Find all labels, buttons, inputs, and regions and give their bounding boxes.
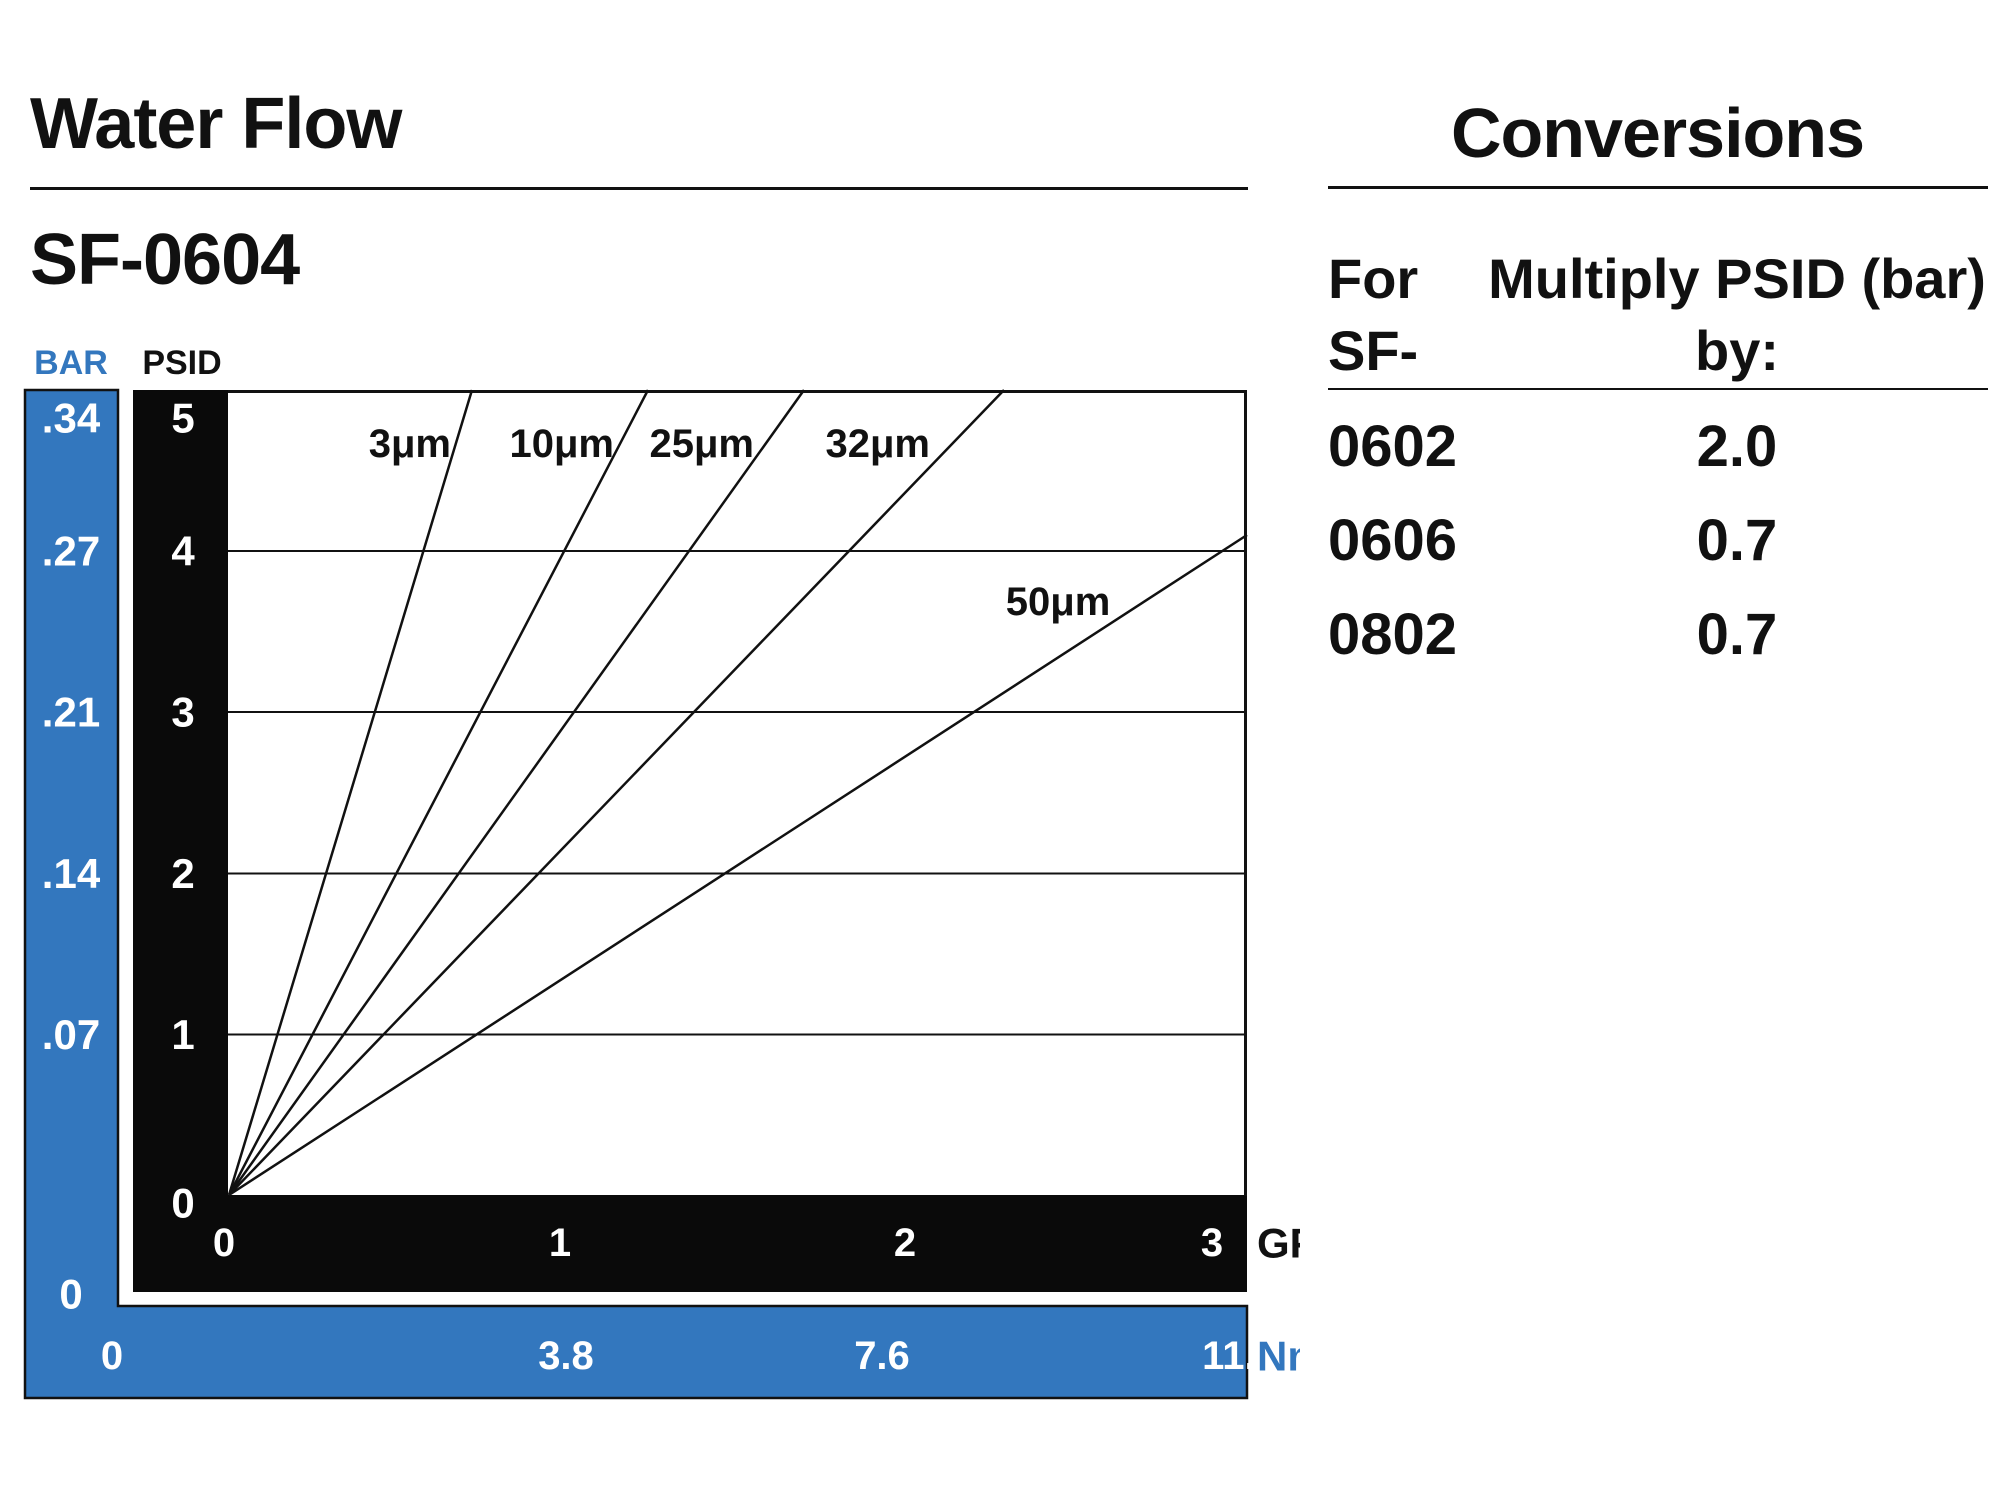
gpm-tick: 0 xyxy=(213,1221,235,1265)
curve-label-25um: 25μm xyxy=(649,422,754,466)
psid-tick: 5 xyxy=(171,395,194,442)
header-for-label: For xyxy=(1328,247,1419,310)
header-multiply-label: Multiply PSID (bar) xyxy=(1488,247,1986,310)
gpm-axis-unit: GPM xyxy=(1257,1220,1300,1267)
nm3h-tick: 7.6 xyxy=(854,1334,910,1378)
bar-axis-ticks: .34 .27 .21 .14 .07 0 xyxy=(42,395,101,1318)
nm3h-tick: 11.4 xyxy=(1202,1334,1278,1378)
nm3h-tick: 3.8 xyxy=(538,1334,594,1378)
nm3h-axis-ticks: 0 3.8 7.6 11.4 xyxy=(101,1334,1279,1378)
curve-32um xyxy=(228,389,1005,1196)
nm3h-tick: 0 xyxy=(101,1334,123,1378)
gpm-tick: 1 xyxy=(549,1221,571,1265)
page-title: Water Flow xyxy=(30,84,402,164)
psid-tick: 3 xyxy=(171,689,194,736)
row-factor: 2.0 xyxy=(1696,414,1778,479)
table-row: 0602 2.0 xyxy=(1328,400,1988,494)
psid-tick: 4 xyxy=(171,528,195,575)
psid-tick: 0 xyxy=(171,1180,194,1227)
row-model: 0802 xyxy=(1328,602,1458,667)
row-factor: 0.7 xyxy=(1696,602,1778,667)
curve-label-3um: 3μm xyxy=(369,422,451,466)
conversions-panel: Conversions For SF- Multiply PSID (bar) … xyxy=(1325,94,1990,667)
conversions-rows: 0602 2.0 0606 0.7 0802 0.7 xyxy=(1328,400,1988,682)
curve-10um xyxy=(227,389,650,1196)
psid-gpm-axis-band xyxy=(133,390,1247,1292)
title-divider xyxy=(30,187,1248,190)
bar-tick: .34 xyxy=(42,395,101,442)
conversions-title: Conversions xyxy=(1451,94,1865,172)
header-by-label: by: xyxy=(1695,319,1779,382)
header-sf-label: SF- xyxy=(1328,319,1419,382)
psid-tick: 1 xyxy=(171,1011,194,1058)
flow-curves xyxy=(227,389,1248,1197)
curve-25um xyxy=(227,389,806,1196)
bar-nm3h-axis-band xyxy=(23,388,1249,1400)
psid-tick: 2 xyxy=(171,850,194,897)
water-flow-chart: 3μm 10μm 25μm 32μm 50μm BAR PSID .34 .27… xyxy=(23,344,1300,1400)
nm3h-axis-unit: Nm³/h xyxy=(1257,1333,1300,1380)
curve-50um xyxy=(228,533,1248,1197)
conversions-header: For SF- Multiply PSID (bar) by: xyxy=(1328,243,1988,387)
row-model: 0602 xyxy=(1328,414,1458,479)
conversions-header-model-col: For SF- xyxy=(1328,243,1486,387)
gpm-tick: 3 xyxy=(1201,1221,1223,1265)
gpm-axis-ticks: 0 1 2 3 xyxy=(213,1221,1223,1265)
psid-axis-ticks: 5 4 3 2 1 0 xyxy=(171,395,195,1227)
bar-tick: .27 xyxy=(42,528,100,575)
curve-label-50um: 50μm xyxy=(1006,580,1111,624)
gpm-tick: 2 xyxy=(894,1221,916,1265)
psid-axis-title: PSID xyxy=(142,344,221,382)
conversions-header-factor-col: Multiply PSID (bar) by: xyxy=(1486,243,1988,387)
row-model: 0606 xyxy=(1328,508,1458,573)
conversions-header-divider xyxy=(1328,388,1988,390)
row-factor: 0.7 xyxy=(1696,508,1778,573)
curve-label-32um: 32μm xyxy=(825,422,930,466)
bar-tick: .14 xyxy=(42,850,101,897)
curve-label-10um: 10μm xyxy=(509,422,614,466)
bar-tick: .07 xyxy=(42,1011,100,1058)
bar-tick: 0 xyxy=(59,1271,82,1318)
table-row: 0606 0.7 xyxy=(1328,494,1988,588)
bar-tick: .21 xyxy=(42,689,100,736)
table-row: 0802 0.7 xyxy=(1328,588,1988,682)
conversions-title-divider xyxy=(1328,186,1988,189)
bar-axis-title: BAR xyxy=(34,344,108,382)
curve-3um xyxy=(227,389,474,1196)
model-title: SF-0604 xyxy=(30,220,300,300)
